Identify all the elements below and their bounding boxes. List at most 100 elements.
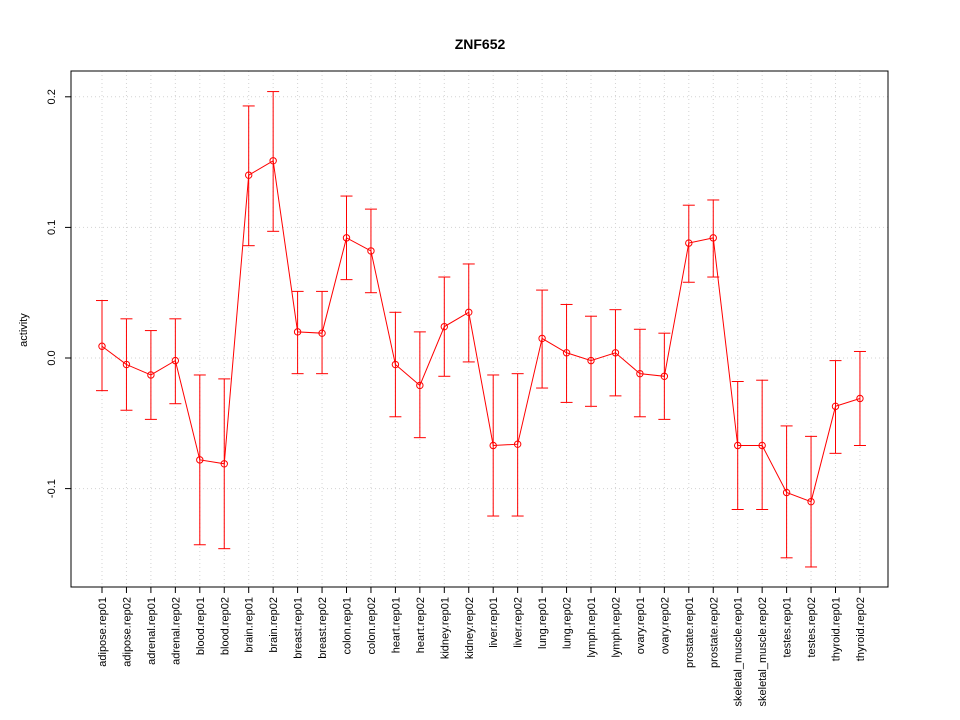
error-bar-23: [658, 332, 671, 420]
x-tick-label-15: kidney.rep02: [464, 597, 476, 659]
error-bar-28: [780, 425, 793, 559]
data-point-2: [147, 371, 155, 379]
error-bar-5: [218, 378, 231, 550]
data-point-14: [440, 322, 448, 331]
error-bar-30: [829, 360, 842, 454]
error-bar-18: [536, 289, 549, 389]
error-bar-0: [96, 300, 108, 392]
error-bar-3: [169, 318, 182, 405]
data-point-27: [758, 441, 766, 450]
data-point-4: [196, 456, 204, 464]
error-bar-6: [242, 105, 255, 247]
x-tick-label-5: blood.rep02: [219, 597, 231, 655]
x-tick-label-19: lung.rep02: [562, 597, 574, 649]
data-point-5: [220, 460, 228, 468]
error-bar-4: [193, 374, 206, 546]
data-point-8: [293, 328, 302, 336]
error-bar-13: [413, 331, 426, 439]
x-tick-label-21: lymph.rep02: [610, 597, 622, 658]
data-point-26: [734, 441, 742, 450]
error-bar-19: [560, 303, 573, 403]
x-tick-label-1: adipose.rep02: [121, 597, 133, 667]
error-bar-16: [487, 374, 500, 517]
data-point-16: [489, 441, 497, 450]
error-bar-10: [340, 195, 353, 281]
error-bar-27: [756, 379, 769, 510]
x-tick-label-13: heart.rep02: [415, 597, 427, 653]
plot-frame: [70, 70, 889, 588]
error-bar-12: [389, 311, 402, 418]
data-point-13: [416, 381, 424, 390]
x-tick-label-3: adrenal.rep02: [170, 597, 182, 665]
error-bar-24: [682, 204, 695, 283]
data-point-23: [660, 372, 669, 380]
x-tick-label-18: lung.rep01: [537, 597, 549, 649]
x-tick-label-22: ovary.rep01: [635, 597, 647, 654]
error-bar-14: [438, 276, 451, 377]
error-bar-20: [585, 315, 597, 407]
data-point-6: [245, 171, 253, 179]
data-point-19: [562, 349, 571, 357]
x-tick-label-0: adipose.rep01: [97, 597, 109, 667]
data-point-24: [685, 239, 693, 247]
error-bar-2: [144, 330, 157, 420]
data-point-1: [122, 360, 131, 369]
data-point-25: [709, 234, 717, 242]
x-axis: adipose.rep01 adipose.rep02 adrenal.rep01 a…: [97, 587, 867, 706]
error-bar-31: [853, 350, 866, 447]
x-tick-label-7: brain.rep02: [268, 597, 280, 653]
data-point-22: [636, 369, 644, 378]
data-point-31: [856, 394, 864, 403]
y-tick-label-2: 0.1: [46, 220, 58, 235]
error-bar-29: [805, 435, 818, 568]
data-point-9: [318, 329, 326, 337]
x-tick-label-24: prostate.rep01: [684, 597, 696, 668]
error-bar-9: [316, 290, 329, 375]
x-tick-label-12: heart.rep01: [390, 597, 402, 653]
grid-lines: [71, 71, 888, 587]
x-tick-label-26: skeletal_muscle.rep01: [733, 597, 745, 706]
series-layer: [96, 91, 866, 568]
error-bar-25: [707, 199, 720, 278]
data-point-15: [465, 308, 473, 316]
x-tick-label-6: brain.rep01: [244, 597, 256, 653]
x-tick-label-16: liver.rep01: [488, 597, 500, 648]
y-axis: -0.1 0.0 0.1 0.2: [46, 89, 71, 498]
x-tick-label-23: ovary.rep02: [659, 597, 671, 654]
chart-title: ZNF652: [455, 36, 506, 52]
x-tick-label-2: adrenal.rep01: [146, 597, 158, 665]
data-point-17: [513, 440, 522, 448]
error-bar-17: [511, 373, 524, 517]
y-tick-label-3: 0.2: [46, 89, 58, 104]
error-bar-11: [364, 208, 377, 294]
data-point-3: [171, 356, 180, 365]
x-tick-label-30: thyroid.rep01: [831, 597, 843, 661]
error-bar-8: [291, 290, 304, 375]
error-bar-21: [609, 309, 622, 397]
x-tick-label-17: liver.rep02: [513, 597, 525, 648]
x-tick-label-27: skeletal_muscle.rep02: [757, 597, 769, 706]
data-point-20: [587, 356, 595, 365]
series-line: [101, 159, 861, 503]
data-point-10: [342, 234, 351, 242]
x-tick-label-10: colon.rep01: [342, 597, 354, 655]
x-tick-label-8: breast.rep01: [293, 597, 305, 659]
data-point-0: [98, 342, 106, 350]
data-point-18: [538, 334, 546, 343]
data-point-28: [782, 488, 791, 497]
x-tick-label-29: testes.rep02: [806, 597, 818, 658]
error-bar-26: [731, 381, 744, 510]
data-point-21: [611, 349, 620, 357]
x-tick-label-28: testes.rep01: [782, 597, 794, 658]
x-tick-label-4: blood.rep01: [195, 597, 207, 655]
x-tick-label-9: breast.rep02: [317, 597, 329, 659]
error-bar-22: [633, 328, 646, 418]
x-tick-label-14: kidney.rep01: [439, 597, 451, 659]
data-point-12: [391, 360, 400, 369]
data-point-29: [807, 497, 815, 506]
data-point-7: [269, 157, 277, 165]
x-tick-label-31: thyroid.rep02: [855, 597, 867, 661]
y-tick-label-1: 0.0: [46, 350, 58, 365]
data-point-30: [831, 402, 840, 411]
